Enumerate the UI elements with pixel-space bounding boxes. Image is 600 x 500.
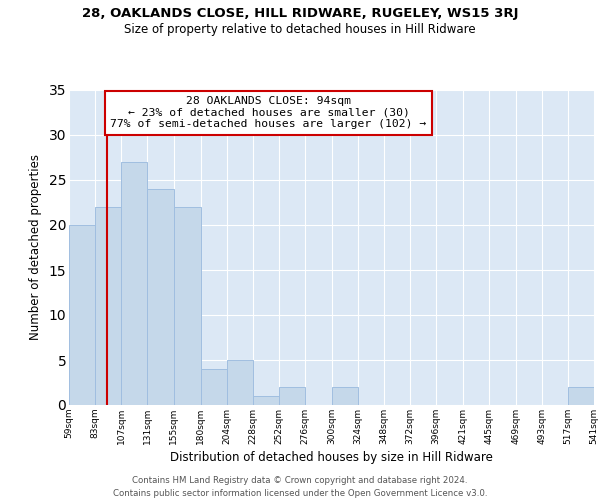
Bar xyxy=(568,387,594,405)
Bar xyxy=(148,189,173,405)
Bar xyxy=(173,207,201,405)
Bar xyxy=(69,225,95,405)
Text: Contains HM Land Registry data © Crown copyright and database right 2024.
Contai: Contains HM Land Registry data © Crown c… xyxy=(113,476,487,498)
Y-axis label: Number of detached properties: Number of detached properties xyxy=(29,154,41,340)
X-axis label: Distribution of detached houses by size in Hill Ridware: Distribution of detached houses by size … xyxy=(170,451,493,464)
Bar xyxy=(201,369,227,405)
Bar xyxy=(227,360,253,405)
Text: 28 OAKLANDS CLOSE: 94sqm
← 23% of detached houses are smaller (30)
77% of semi-d: 28 OAKLANDS CLOSE: 94sqm ← 23% of detach… xyxy=(110,96,427,130)
Bar xyxy=(279,387,305,405)
Bar xyxy=(121,162,148,405)
Text: Size of property relative to detached houses in Hill Ridware: Size of property relative to detached ho… xyxy=(124,22,476,36)
Bar xyxy=(253,396,279,405)
Text: 28, OAKLANDS CLOSE, HILL RIDWARE, RUGELEY, WS15 3RJ: 28, OAKLANDS CLOSE, HILL RIDWARE, RUGELE… xyxy=(82,8,518,20)
Bar xyxy=(95,207,121,405)
Bar xyxy=(331,387,358,405)
